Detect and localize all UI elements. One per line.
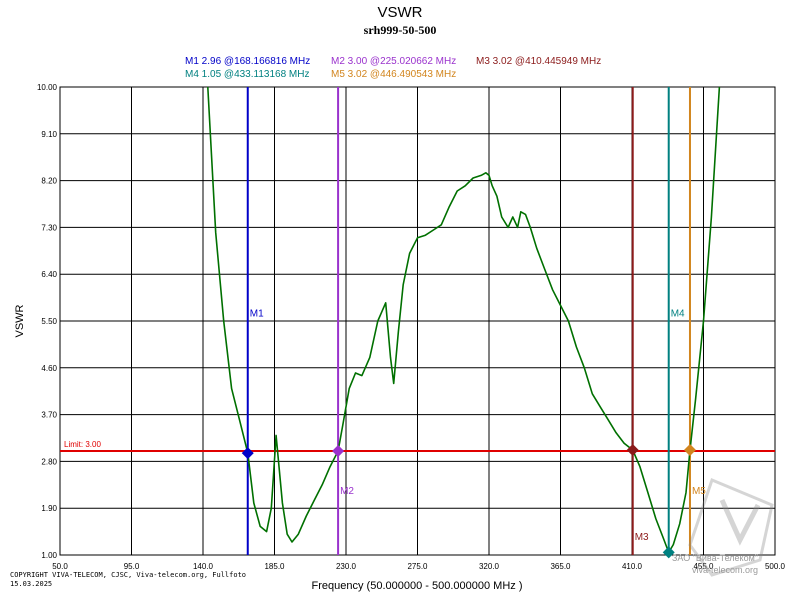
marker-readout-m1: M1 2.96 @168.166816 MHz <box>185 56 310 67</box>
marker-point-m5[interactable] <box>683 443 696 456</box>
marker-point-m1[interactable] <box>241 447 254 460</box>
marker-readout-m5: M5 3.02 @446.490543 MHz <box>331 69 456 80</box>
x-tick-label: 320.0 <box>479 562 500 571</box>
watermark-site: viva-telecom.org <box>692 565 758 575</box>
chart-subtitle: srh999-50-500 <box>364 23 437 37</box>
x-tick-label: 95.0 <box>124 562 140 571</box>
marker-readout-m2: M2 3.00 @225.020662 MHz <box>331 56 456 67</box>
x-tick-label: 455.0 <box>693 562 714 571</box>
x-tick-label: 230.0 <box>336 562 357 571</box>
marker-label-m5: M5 <box>692 486 706 497</box>
x-tick-labels: 50.0 95.0 140.0 185.0 230.0 275.0 320.0 365.0 41… <box>52 562 785 571</box>
marker-points: M1 M2 M3 M4 M5 <box>241 308 706 559</box>
y-tick-label: 1.90 <box>41 504 57 513</box>
x-tick-label: 140.0 <box>193 562 214 571</box>
marker-lines <box>246 87 691 555</box>
watermark-logo <box>688 477 774 577</box>
x-tick-label: 410.0 <box>622 562 643 571</box>
limit-label: Limit: 3.00 <box>64 440 101 449</box>
x-tick-label: 365.0 <box>550 562 571 571</box>
marker-point-m4[interactable] <box>662 546 675 559</box>
marker-readout-m4: M4 1.05 @433.113168 MHz <box>185 69 309 80</box>
y-tick-label: 7.30 <box>41 223 57 232</box>
y-tick-label: 9.10 <box>41 130 57 139</box>
marker-readout-m3: M3 3.02 @410.445949 MHz <box>476 56 601 67</box>
y-tick-label: 4.60 <box>41 364 57 373</box>
x-tick-label: 185.0 <box>264 562 285 571</box>
x-tick-label: 275.0 <box>407 562 428 571</box>
copyright-date: 15.03.2025 <box>10 580 52 588</box>
x-axis-label: Frequency (50.000000 - 500.000000 MHz ) <box>312 580 523 592</box>
y-tick-label: 8.20 <box>41 177 57 186</box>
y-tick-label: 6.40 <box>41 270 57 279</box>
marker-label-m3: M3 <box>635 532 649 543</box>
x-tick-label: 500.0 <box>765 562 786 571</box>
y-tick-label: 1.00 <box>41 551 57 560</box>
y-tick-label: 5.50 <box>41 317 57 326</box>
y-tick-label: 2.80 <box>41 457 57 466</box>
y-tick-label: 3.70 <box>41 411 57 420</box>
y-tick-labels: 10.00 9.10 8.20 7.30 6.40 5.50 4.60 3.70 2.80 1.9… <box>37 83 58 560</box>
chart-title: VSWR <box>378 4 423 21</box>
y-tick-label: 10.00 <box>37 83 58 92</box>
marker-label-m4: M4 <box>671 308 685 319</box>
marker-label-m2: M2 <box>340 486 354 497</box>
y-axis-label: VSWR <box>14 304 26 337</box>
copyright-text: COPYRIGHT VIVA-TELECOM, CJSC, Viva-telec… <box>10 571 246 579</box>
marker-point-m3[interactable] <box>626 443 639 456</box>
marker-label-m1: M1 <box>250 308 264 319</box>
x-tick-label: 50.0 <box>52 562 68 571</box>
watermark-company: ЗАО "Вива-Телеком" <box>672 553 758 563</box>
marker-point-m2[interactable] <box>332 445 345 457</box>
